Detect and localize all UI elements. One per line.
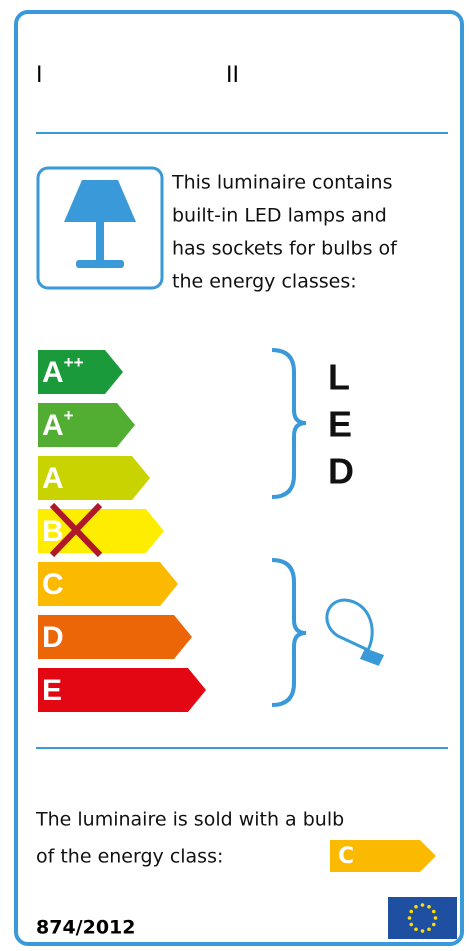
star bbox=[420, 903, 425, 907]
class-label: B bbox=[42, 515, 64, 548]
class-label: E bbox=[42, 674, 62, 707]
description-line: built-in LED lamps and bbox=[172, 205, 387, 227]
class-arrow bbox=[38, 668, 206, 712]
class-label: C bbox=[42, 568, 64, 601]
brace bbox=[271, 558, 307, 707]
sold-class-arrow bbox=[330, 840, 436, 872]
class-arrow bbox=[38, 456, 150, 500]
description-line: the energy classes: bbox=[172, 271, 357, 293]
class-sup: + bbox=[64, 406, 74, 425]
cross bbox=[49, 502, 103, 558]
star bbox=[414, 927, 418, 932]
frame bbox=[14, 10, 464, 946]
star bbox=[409, 909, 414, 914]
class-letter: B bbox=[42, 515, 64, 548]
description-line: This luminaire contains bbox=[171, 172, 393, 194]
led-letter: D bbox=[328, 451, 354, 492]
brace bbox=[271, 348, 307, 499]
star bbox=[414, 904, 418, 909]
class-label: A+ bbox=[42, 406, 74, 441]
star bbox=[431, 909, 436, 914]
class-label: A bbox=[42, 462, 64, 495]
star bbox=[409, 922, 414, 927]
class-label: A++ bbox=[42, 353, 84, 388]
class-label: D bbox=[42, 621, 64, 654]
class-arrow bbox=[38, 403, 135, 447]
eu-flag bbox=[388, 897, 457, 939]
sold-class: C bbox=[338, 844, 354, 869]
led-letter: L bbox=[328, 357, 350, 398]
class-arrow bbox=[38, 615, 192, 659]
class-letter: A bbox=[42, 356, 64, 389]
led-letter: E bbox=[328, 404, 352, 445]
class-letter: C bbox=[42, 568, 64, 601]
class-letter: D bbox=[42, 621, 64, 654]
star bbox=[427, 904, 431, 909]
star bbox=[407, 916, 412, 920]
star bbox=[427, 927, 431, 932]
star bbox=[420, 929, 425, 933]
regulation: 874/2012 bbox=[36, 917, 135, 939]
footer-line: The luminaire is sold with a bulb bbox=[35, 809, 344, 831]
class-letter: A bbox=[42, 462, 64, 495]
class-sup: ++ bbox=[64, 353, 84, 372]
lamp-icon bbox=[36, 166, 164, 290]
class-arrow bbox=[38, 562, 178, 606]
star bbox=[433, 916, 438, 920]
bulb-icon bbox=[325, 598, 385, 666]
header-mark: II bbox=[226, 63, 239, 88]
class-letter: E bbox=[42, 674, 62, 707]
header-mark: I bbox=[36, 63, 43, 88]
class-letter: A bbox=[42, 409, 64, 442]
star bbox=[431, 922, 436, 927]
description-line: has sockets for bulbs of bbox=[172, 238, 398, 260]
footer-line: of the energy class: bbox=[36, 846, 223, 868]
class-arrow bbox=[38, 350, 123, 394]
